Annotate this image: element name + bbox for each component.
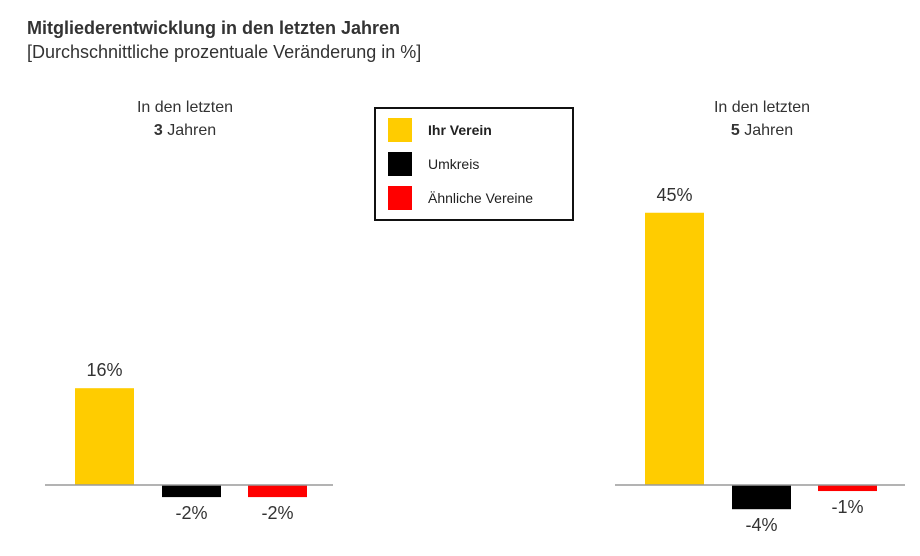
panel-header-3-years: In den letzten 3 Jahren [85, 96, 285, 142]
panel-header-unit: Jahren [744, 122, 794, 139]
panel-header-line2: 5 Jahren [662, 119, 862, 142]
panel-header-unit: Jahren [167, 122, 217, 139]
panel-header-number: 3 [153, 122, 163, 139]
chart-title: Mitgliederentwicklung in den letzten Jah… [27, 18, 401, 38]
legend-swatch [388, 186, 412, 210]
legend-label: Ähnliche Vereine [428, 190, 534, 206]
chart-subtitle: [Durchschnittliche prozentuale Veränderu… [27, 42, 422, 62]
data-label: -1% [831, 497, 863, 517]
data-label: 45% [656, 185, 692, 205]
legend: Ihr Verein Umkreis Ähnliche Vereine [374, 107, 574, 221]
chart-panel-0: 16% -2% -2% [45, 360, 333, 523]
data-label: 16% [86, 360, 122, 380]
legend-swatch [388, 118, 412, 142]
bar-ihr-verein [645, 212, 704, 485]
bar--hnliche-vereine [248, 485, 307, 498]
legend-item-umkreis: Umkreis [388, 151, 479, 177]
legend-label: Ihr Verein [428, 122, 492, 138]
legend-item-aehnliche-vereine: Ähnliche Vereine [388, 185, 533, 211]
legend-swatch [388, 152, 412, 176]
panel-header-5-years: In den letzten 5 Jahren [662, 96, 862, 142]
data-label: -4% [745, 515, 777, 535]
chart-panel-1: 45% -4% -1% [615, 185, 905, 535]
data-label: -2% [175, 503, 207, 523]
data-label: -2% [261, 503, 293, 523]
panel-header-line1: In den letzten [136, 99, 234, 116]
bar-umkreis [732, 485, 791, 510]
panel-header-number: 5 [730, 122, 740, 139]
panel-header-line1: In den letzten [713, 99, 811, 116]
panel-header-line2: 3 Jahren [85, 119, 285, 142]
bar--hnliche-vereine [818, 485, 877, 492]
bar-ihr-verein [75, 388, 134, 485]
bar-umkreis [162, 485, 221, 498]
legend-item-ihr-verein: Ihr Verein [388, 117, 492, 143]
legend-label: Umkreis [428, 156, 480, 172]
